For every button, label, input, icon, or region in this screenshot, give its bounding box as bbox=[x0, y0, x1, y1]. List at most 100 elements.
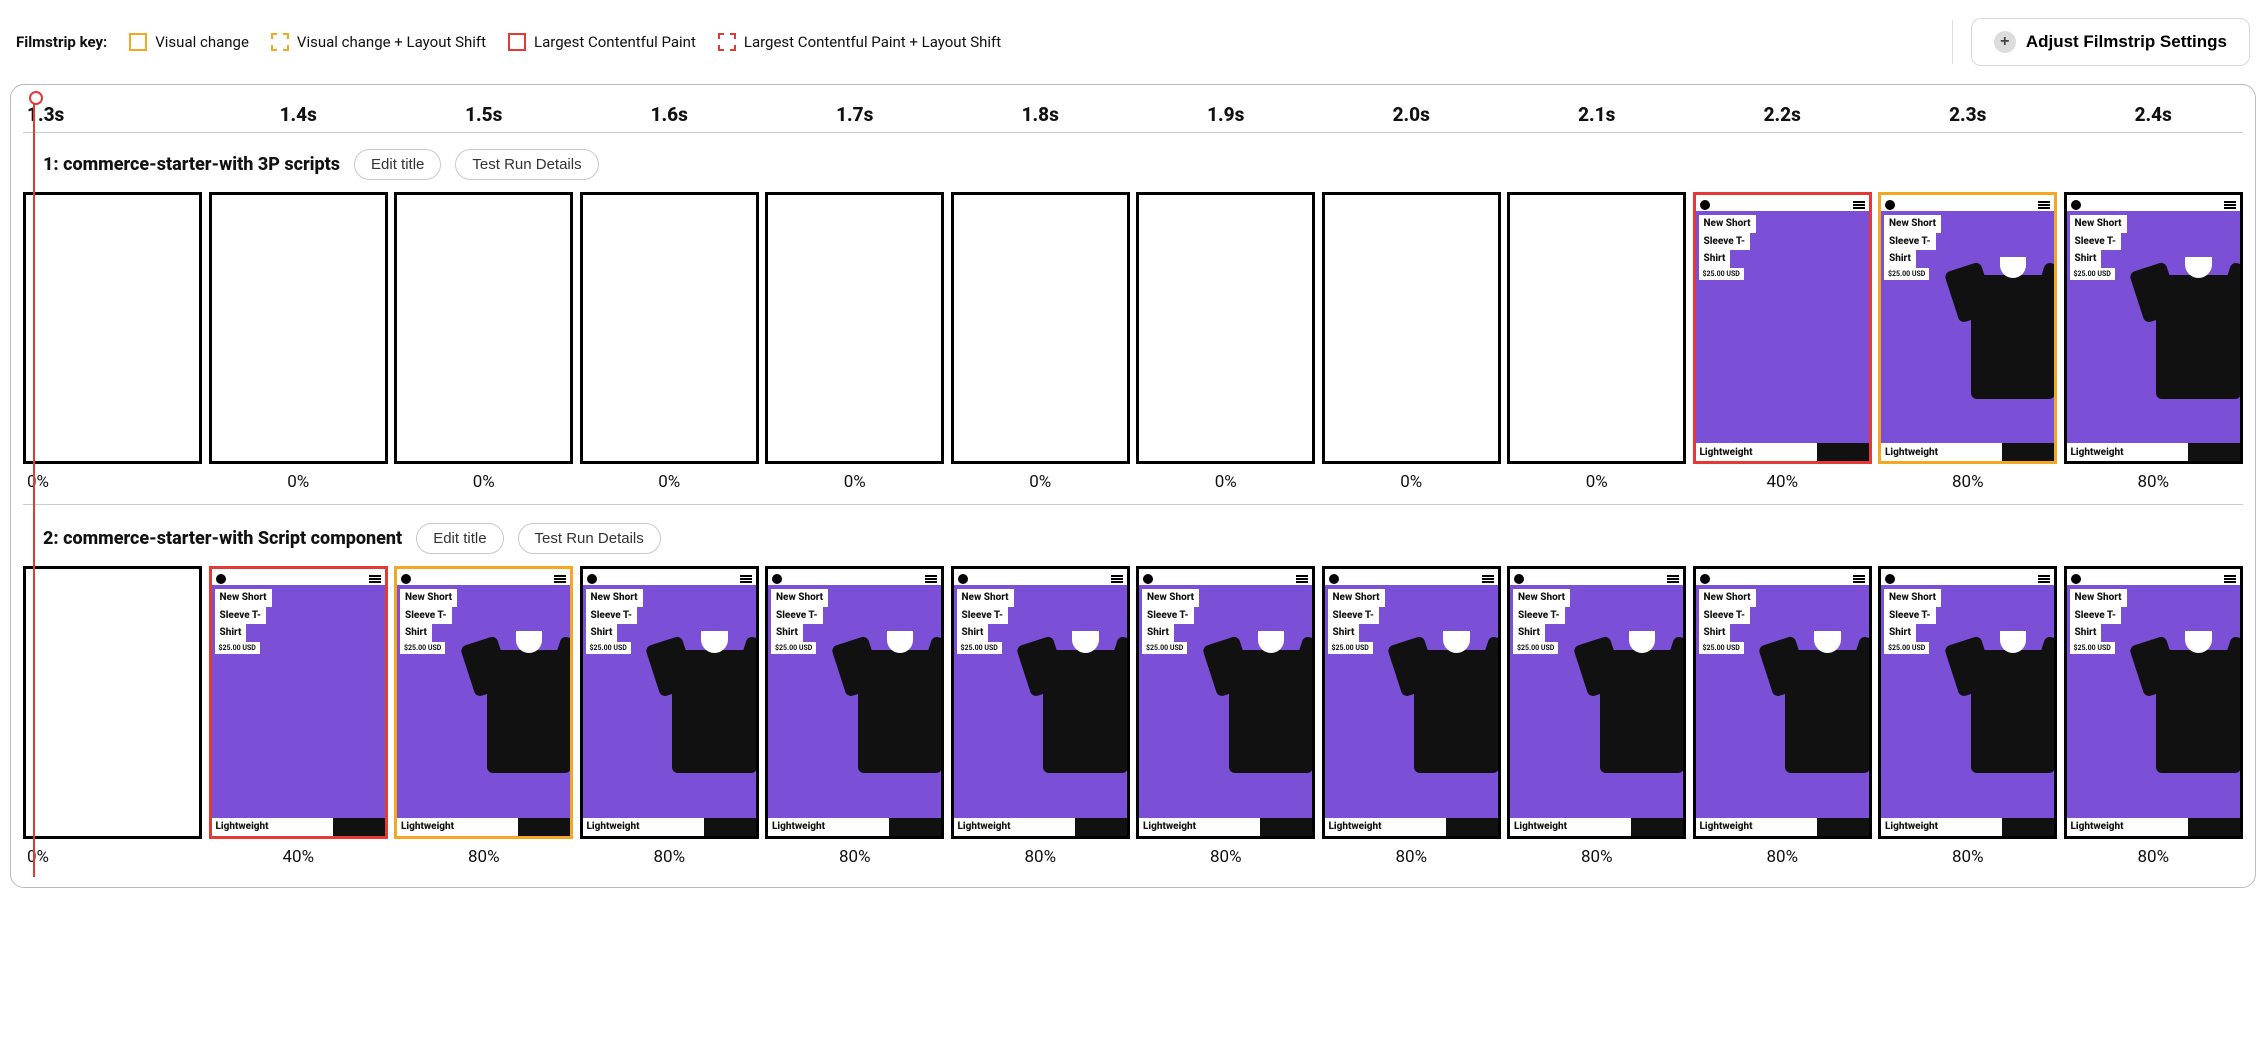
time-label: 1.7s bbox=[765, 103, 945, 132]
product-badge-bar: Lightweight bbox=[954, 818, 1127, 836]
menu-icon bbox=[1667, 575, 1679, 583]
filmstrip-frame[interactable] bbox=[1136, 192, 1315, 464]
tshirt-icon bbox=[1030, 628, 1130, 783]
filmstrip-frame[interactable]: New ShortSleeve T-Shirt$25.00 USD Lightwe… bbox=[1693, 192, 1872, 464]
filmstrip-frame[interactable]: New ShortSleeve T-Shirt$25.00 USDLightwe… bbox=[1322, 566, 1501, 838]
product-badge-bar: Lightweight bbox=[1696, 818, 1869, 836]
filmstrip-frame[interactable] bbox=[765, 192, 944, 464]
visual-complete-pct: 80% bbox=[951, 845, 1131, 877]
product-title-chips: New ShortSleeve T-Shirt$25.00 USD bbox=[1884, 215, 1941, 280]
product-title-chips: New ShortSleeve T-Shirt$25.00 USD bbox=[586, 589, 643, 654]
product-title-line: Sleeve T- bbox=[957, 607, 1009, 625]
filmstrip-frame[interactable]: New ShortSleeve T-Shirt$25.00 USDLightwe… bbox=[951, 566, 1130, 838]
filmstrip-frame[interactable]: New ShortSleeve T-Shirt$25.00 USD Lightwe… bbox=[1136, 566, 1315, 838]
edit-title-button[interactable]: Edit title bbox=[416, 523, 503, 554]
filmstrip-frame[interactable]: New ShortSleeve T-Shirt$25.00 USD Lightwe… bbox=[580, 566, 759, 838]
filmstrip-frame[interactable] bbox=[209, 192, 388, 464]
filmstrip-frame[interactable]: New ShortSleeve T-Shirt$25.00 USDLightwe… bbox=[1878, 566, 2057, 838]
logo-icon bbox=[1514, 574, 1524, 584]
test-run-details-button[interactable]: Test Run Details bbox=[455, 149, 598, 180]
product-price: $25.00 USD bbox=[1699, 268, 1744, 280]
product-title-line: Sleeve T- bbox=[1884, 233, 1936, 251]
filmstrip-frame[interactable] bbox=[23, 566, 202, 838]
visual-complete-pct: 0% bbox=[765, 470, 945, 502]
adjust-filmstrip-settings-button[interactable]: + Adjust Filmstrip Settings bbox=[1971, 18, 2250, 66]
product-price: $25.00 USD bbox=[1884, 268, 1929, 280]
visual-complete-pct: 80% bbox=[1693, 845, 1873, 877]
product-title-chips: New ShortSleeve T-Shirt$25.00 USD bbox=[1142, 589, 1199, 654]
tshirt-icon bbox=[844, 628, 944, 783]
legend-item-lcp-cls: Largest Contentful Paint + Layout Shift bbox=[718, 33, 1001, 51]
badge-dark bbox=[889, 818, 941, 836]
filmstrip-frame[interactable] bbox=[394, 192, 573, 464]
filmstrip-frame[interactable] bbox=[23, 192, 202, 464]
filmstrip-frame[interactable]: New ShortSleeve T-Shirt$25.00 USDLightwe… bbox=[394, 566, 573, 838]
filmstrip-frame[interactable]: New ShortSleeve T-Shirt$25.00 USDLightwe… bbox=[1878, 192, 2057, 464]
visual-complete-pct: 40% bbox=[209, 845, 389, 877]
product-title-chips: New ShortSleeve T-Shirt$25.00 USD bbox=[2070, 589, 2127, 654]
product-title-chips: New ShortSleeve T-Shirt$25.00 USD bbox=[1699, 589, 1756, 654]
product-title-line: Shirt bbox=[1884, 624, 1916, 642]
visual-complete-pct: 80% bbox=[1322, 845, 1502, 877]
product-badge-bar: Lightweight bbox=[2067, 818, 2240, 836]
product-price: $25.00 USD bbox=[586, 642, 631, 654]
filmstrip-frame[interactable] bbox=[1507, 192, 1686, 464]
product-thumb: New ShortSleeve T-Shirt$25.00 USDLightwe… bbox=[954, 569, 1127, 835]
filmstrip-frame[interactable]: New ShortSleeve T-Shirt$25.00 USD Lightwe… bbox=[1693, 566, 1872, 838]
visual-complete-pct: 0% bbox=[1136, 470, 1316, 502]
product-title-line: Sleeve T- bbox=[215, 607, 267, 625]
filmstrip-frame[interactable] bbox=[951, 192, 1130, 464]
product-title-line: Sleeve T- bbox=[1513, 607, 1565, 625]
test-run-details-button[interactable]: Test Run Details bbox=[518, 523, 661, 554]
time-label: 1.5s bbox=[394, 103, 574, 132]
edit-title-button[interactable]: Edit title bbox=[354, 149, 441, 180]
product-badge-bar: Lightweight bbox=[1139, 818, 1312, 836]
product-badge-bar: Lightweight bbox=[212, 818, 385, 836]
product-price: $25.00 USD bbox=[1142, 642, 1187, 654]
logo-icon bbox=[1143, 574, 1153, 584]
menu-icon bbox=[740, 575, 752, 583]
swatch-lcp-cls bbox=[718, 33, 736, 51]
product-badge: Lightweight bbox=[1696, 443, 1817, 461]
badge-dark bbox=[1075, 818, 1127, 836]
visual-complete-pct: 0% bbox=[580, 470, 760, 502]
filmstrip-frame[interactable]: New ShortSleeve T-Shirt$25.00 USDLightwe… bbox=[765, 566, 944, 838]
playhead-marker[interactable] bbox=[33, 95, 35, 877]
menu-icon bbox=[554, 575, 566, 583]
product-badge-bar: Lightweight bbox=[1881, 818, 2054, 836]
filmstrip-frame[interactable]: New ShortSleeve T-Shirt$25.00 USDLightwe… bbox=[209, 566, 388, 838]
filmstrip-frame[interactable] bbox=[1322, 192, 1501, 464]
product-title-line: Shirt bbox=[957, 624, 989, 642]
filmstrip-frame[interactable]: New ShortSleeve T-Shirt$25.00 USDLightwe… bbox=[1507, 566, 1686, 838]
tshirt-icon bbox=[1215, 628, 1315, 783]
filmstrip-frame[interactable]: New ShortSleeve T-Shirt$25.00 USDLightwe… bbox=[2064, 192, 2243, 464]
filmstrip-frame[interactable]: New ShortSleeve T-Shirt$25.00 USD Lightwe… bbox=[2064, 566, 2243, 838]
visual-complete-pct: 40% bbox=[1693, 470, 1873, 502]
product-title-line: Shirt bbox=[1884, 250, 1916, 268]
filmstrip-frame[interactable] bbox=[580, 192, 759, 464]
time-label: 2.0s bbox=[1322, 103, 1502, 132]
product-thumb: New ShortSleeve T-Shirt$25.00 USDLightwe… bbox=[397, 569, 570, 835]
logo-icon bbox=[1700, 200, 1710, 210]
menu-icon bbox=[2038, 201, 2050, 209]
product-badge: Lightweight bbox=[954, 818, 1075, 836]
product-title-line: Shirt bbox=[400, 624, 432, 642]
product-price: $25.00 USD bbox=[1513, 642, 1558, 654]
product-title-chips: New ShortSleeve T-Shirt$25.00 USD bbox=[1699, 215, 1756, 280]
badge-dark bbox=[1446, 818, 1498, 836]
toolbar-right: + Adjust Filmstrip Settings bbox=[1952, 18, 2250, 66]
menu-icon bbox=[1482, 575, 1494, 583]
product-title-chips: New ShortSleeve T-Shirt$25.00 USD bbox=[1328, 589, 1385, 654]
legend-item-visual-change-cls: Visual change + Layout Shift bbox=[271, 33, 486, 51]
product-title-line: Sleeve T- bbox=[1699, 233, 1751, 251]
time-label: 2.3s bbox=[1878, 103, 2058, 132]
logo-icon bbox=[2071, 200, 2081, 210]
visual-complete-pct: 80% bbox=[580, 845, 760, 877]
filmstrip-panel: 1.3s1.4s1.5s1.6s1.7s1.8s1.9s2.0s2.1s2.2s… bbox=[10, 84, 2256, 888]
logo-icon bbox=[1700, 574, 1710, 584]
product-badge-bar: Lightweight bbox=[583, 818, 756, 836]
product-badge: Lightweight bbox=[2067, 818, 2188, 836]
product-title-line: Sleeve T- bbox=[1328, 607, 1380, 625]
tshirt-icon bbox=[1957, 628, 2057, 783]
time-label: 2.2s bbox=[1693, 103, 1873, 132]
